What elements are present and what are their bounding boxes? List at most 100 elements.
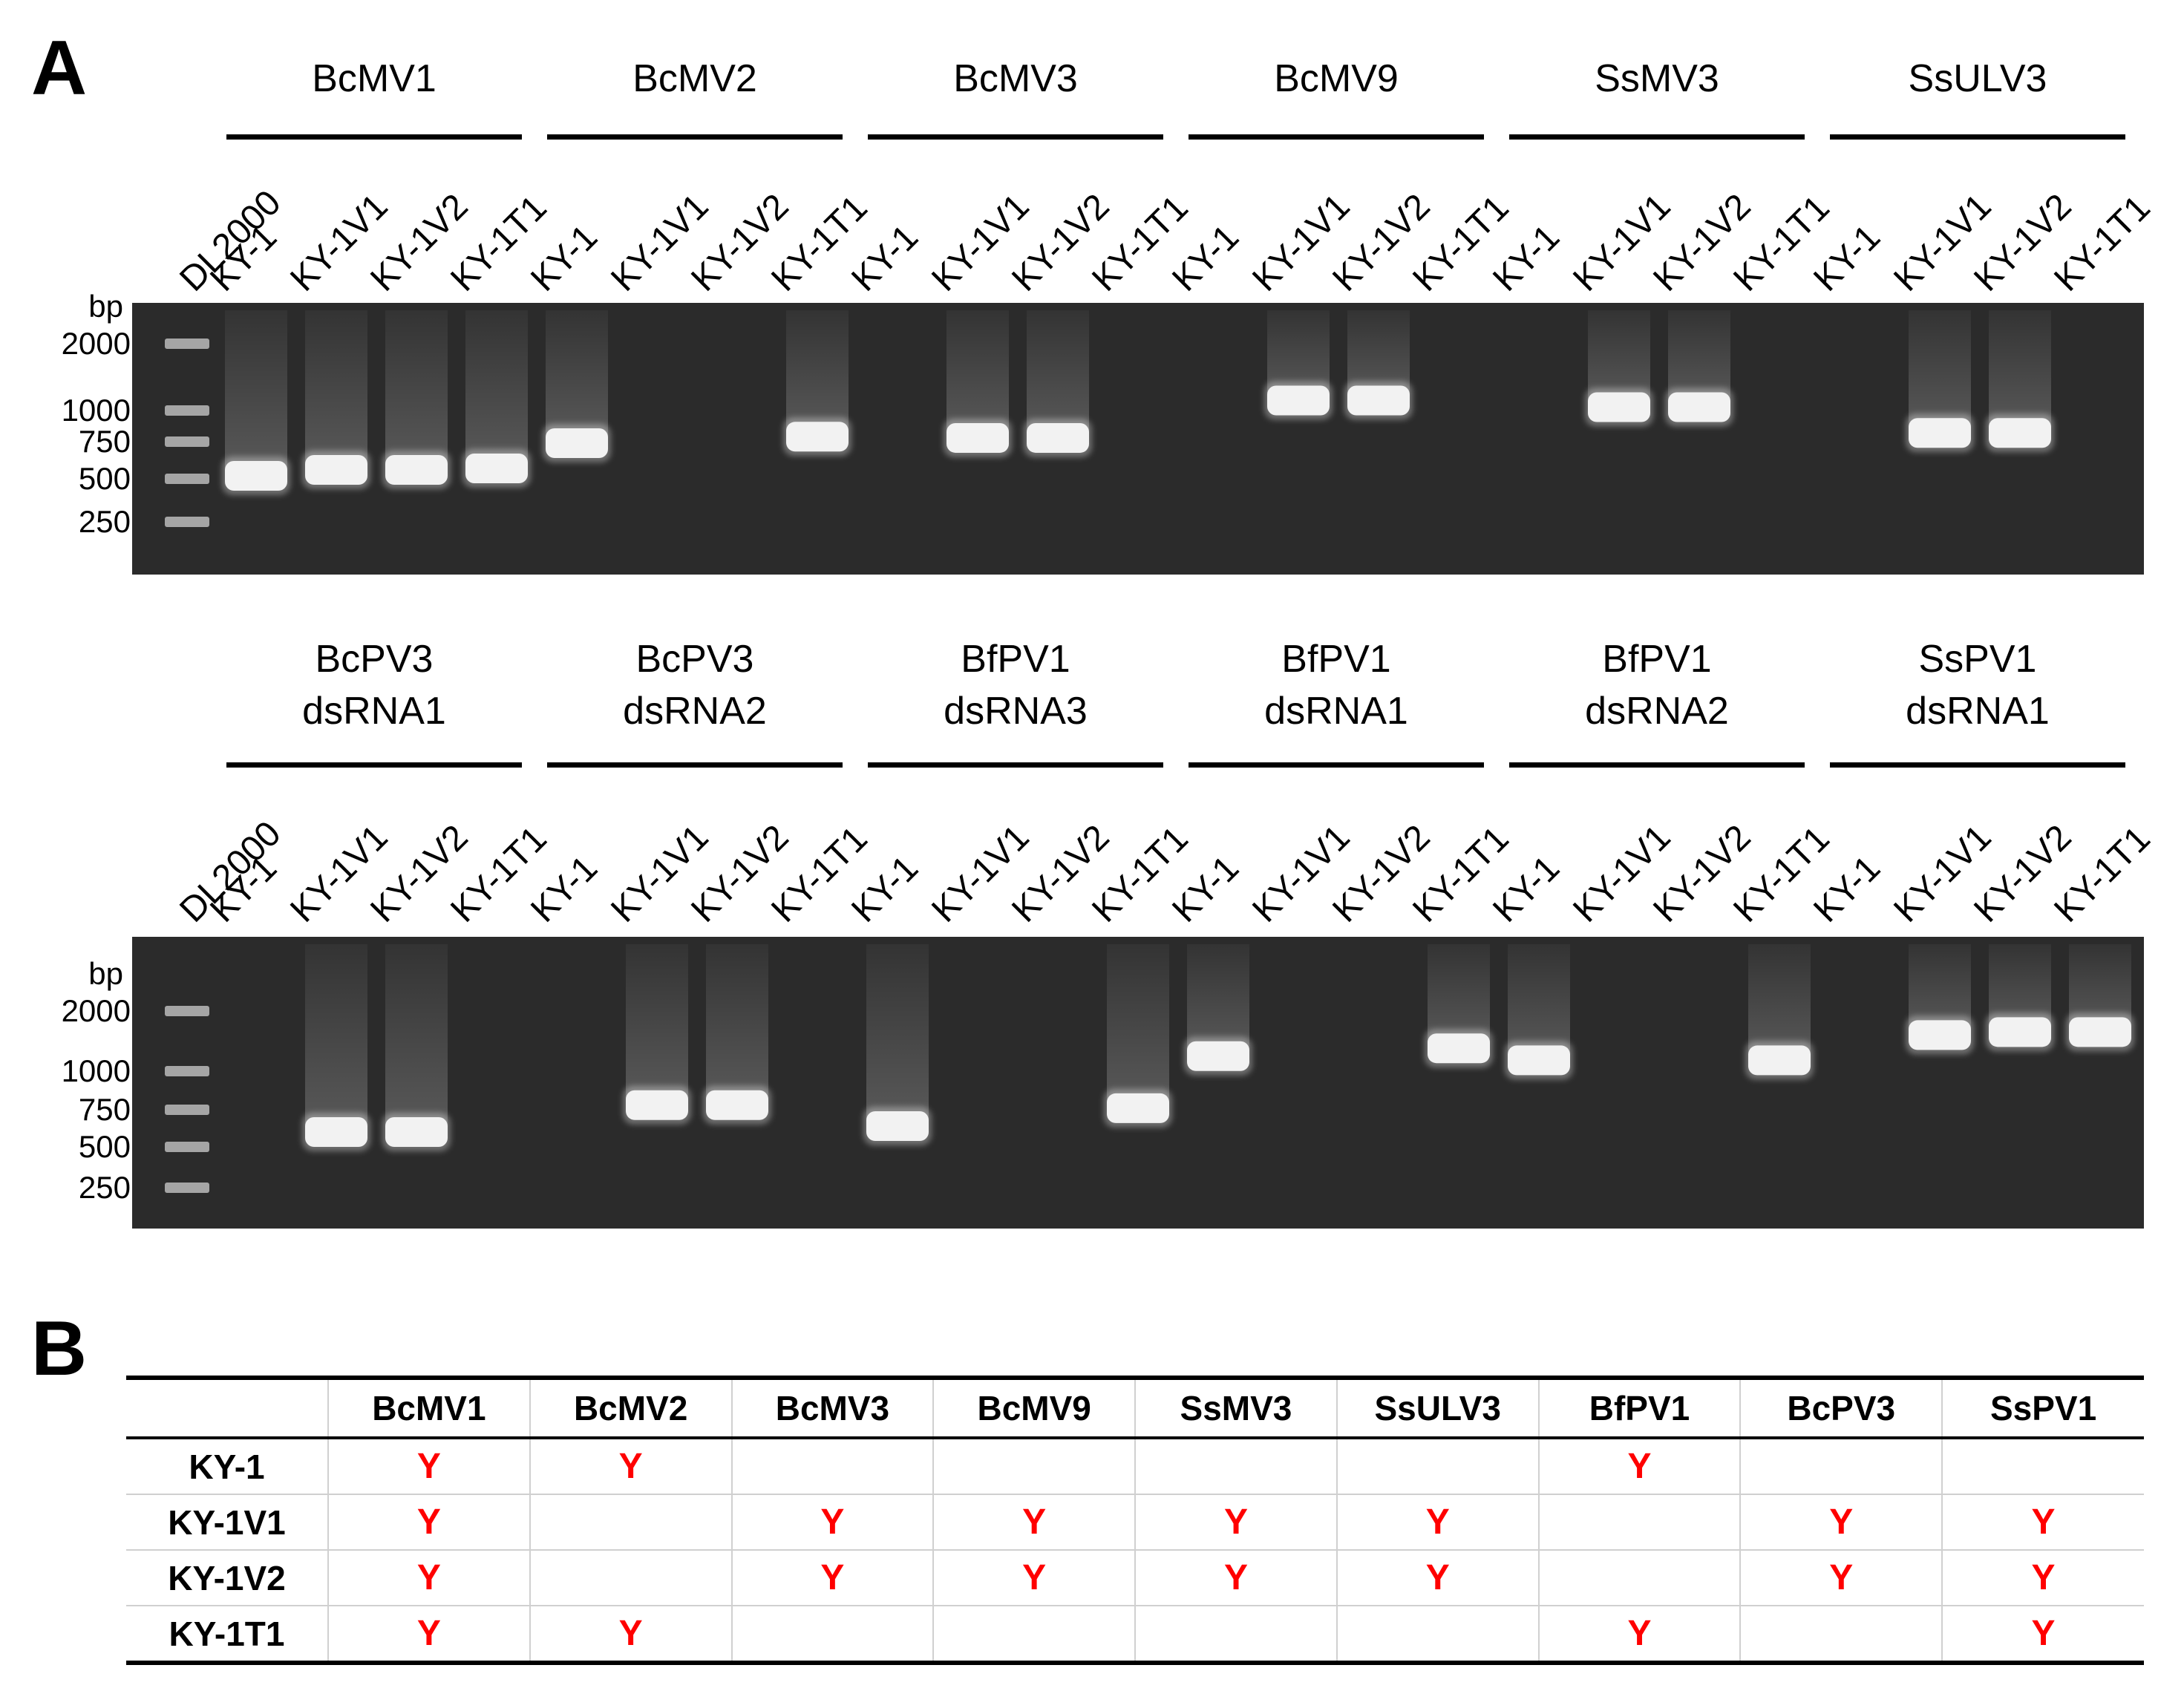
- band-smear: [305, 310, 367, 470]
- detection-cell: Y: [327, 1550, 530, 1606]
- pcr-band: [1107, 1093, 1169, 1123]
- table-row: KY-1V2 Y Y Y Y Y Y Y: [126, 1550, 2144, 1606]
- row-label: KY-1: [126, 1438, 328, 1495]
- band-smear: [465, 310, 528, 468]
- detection-cell: Y: [1134, 1550, 1337, 1606]
- group-bracket-line: [1189, 762, 1484, 768]
- ladder-size-label: 2000: [62, 993, 131, 1028]
- column-header: BfPV1: [1537, 1376, 1741, 1439]
- ladder-size-label: 750: [79, 424, 131, 459]
- band-smear: [1989, 310, 2051, 434]
- band-smear: [1508, 944, 1570, 1061]
- group-bracket-line: [1830, 762, 2125, 768]
- group-title: BcMV3: [953, 57, 1078, 100]
- band-smear: [305, 944, 367, 1132]
- ladder-size-label: 500: [79, 461, 131, 496]
- ladder-size-label: 1000: [62, 393, 131, 428]
- detection-cell: Y: [932, 1550, 1136, 1606]
- table-row: KY-1V1 Y Y Y Y Y Y Y: [126, 1494, 2144, 1551]
- detection-cell: [1335, 1438, 1539, 1495]
- pcr-band: [866, 1111, 929, 1141]
- ladder-band: [165, 517, 209, 527]
- detection-cell: Y: [730, 1550, 934, 1606]
- column-header: SsULV3: [1335, 1376, 1539, 1439]
- ladder-band: [165, 1142, 209, 1152]
- group-title: dsRNA3: [944, 690, 1088, 733]
- panel-b-label: B: [31, 1306, 88, 1392]
- detection-cell: Y: [932, 1494, 1136, 1551]
- band-smear: [626, 944, 688, 1105]
- detection-cell: Y: [529, 1438, 732, 1495]
- band-smear: [946, 310, 1009, 438]
- ladder-size-label: 2000: [62, 326, 131, 361]
- group-bracket-line: [547, 762, 843, 768]
- table-header-row: BcMV1 BcMV2 BcMV3 BcMV9 SsMV3 SsULV3 BfP…: [126, 1376, 2144, 1439]
- detection-cell: Y: [1335, 1494, 1539, 1551]
- detection-cell: [932, 1606, 1136, 1665]
- detection-cell: Y: [1941, 1606, 2144, 1665]
- ladder-band: [165, 1006, 209, 1016]
- detection-cell: [529, 1550, 732, 1606]
- pcr-band: [1909, 418, 1971, 448]
- detection-cell: [1134, 1606, 1337, 1665]
- group-title: BfPV1: [1281, 638, 1390, 681]
- group-title: dsRNA1: [302, 690, 446, 733]
- pcr-band: [1187, 1041, 1249, 1071]
- detection-cell: [529, 1494, 732, 1551]
- group-title: SsMV3: [1595, 57, 1719, 100]
- pcr-band: [225, 461, 287, 491]
- pcr-band: [546, 428, 608, 458]
- ladder-unit-label: bp: [88, 956, 123, 991]
- group-title: SsULV3: [1909, 57, 2047, 100]
- pcr-band: [385, 1117, 448, 1147]
- ladder-band: [165, 1183, 209, 1193]
- detection-cell: Y: [1739, 1550, 1943, 1606]
- column-header: BcPV3: [1739, 1376, 1943, 1439]
- detection-cell: [730, 1606, 934, 1665]
- column-header: BcMV9: [932, 1376, 1136, 1439]
- row-label: KY-1T1: [126, 1606, 328, 1665]
- detection-cell: [730, 1438, 934, 1495]
- detection-cell: Y: [1335, 1550, 1539, 1606]
- detection-cell: [1739, 1606, 1943, 1665]
- gel-electrophoresis-panel: bp20001000750500250DL2000BcMV1KY-1KY-1V1…: [62, 57, 2158, 1229]
- band-smear: [866, 944, 929, 1126]
- ladder-band: [165, 1105, 209, 1115]
- band-smear: [225, 310, 287, 476]
- detection-cell: Y: [1941, 1494, 2144, 1551]
- column-header: BcMV1: [327, 1376, 530, 1439]
- group-bracket-line: [226, 762, 522, 768]
- pcr-band: [1989, 418, 2051, 448]
- pcr-band: [1508, 1045, 1570, 1076]
- ladder-unit-label: bp: [88, 289, 123, 324]
- group-bracket-line: [1509, 134, 1805, 140]
- group-title: dsRNA2: [623, 690, 767, 733]
- detection-cell: [1739, 1438, 1943, 1495]
- detection-cell: Y: [1537, 1438, 1741, 1495]
- band-smear: [786, 310, 849, 437]
- column-header: BcMV2: [529, 1376, 732, 1439]
- table-row: KY-1 Y Y Y: [126, 1438, 2144, 1495]
- ladder-band: [165, 405, 209, 416]
- pcr-band: [946, 422, 1009, 453]
- group-bracket-line: [226, 134, 522, 140]
- column-header: BcMV3: [730, 1376, 934, 1439]
- group-bracket-line: [868, 134, 1163, 140]
- detection-cell: Y: [1134, 1494, 1337, 1551]
- pcr-band: [1347, 385, 1410, 416]
- detection-cell: Y: [730, 1494, 934, 1551]
- detection-cell: Y: [327, 1494, 530, 1551]
- detection-cell: [932, 1438, 1136, 1495]
- ladder-band: [165, 338, 209, 349]
- detection-cell: [1941, 1438, 2144, 1495]
- group-bracket-line: [868, 762, 1163, 768]
- table-corner-cell: [126, 1376, 328, 1439]
- pcr-band: [385, 455, 448, 485]
- detection-cell: Y: [1537, 1606, 1741, 1665]
- band-smear: [1909, 310, 1971, 434]
- pcr-band: [1668, 392, 1730, 422]
- group-title: dsRNA1: [1906, 690, 2050, 733]
- detection-cell: [1134, 1438, 1337, 1495]
- detection-cell: [1335, 1606, 1539, 1665]
- pcr-band: [305, 455, 367, 485]
